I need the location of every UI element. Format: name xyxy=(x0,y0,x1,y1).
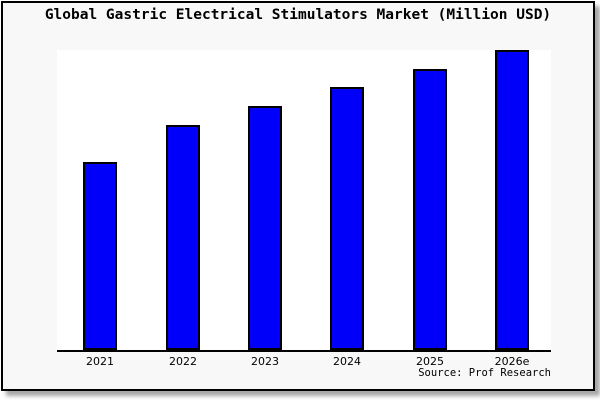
plot-area xyxy=(57,50,551,352)
bar-2025 xyxy=(413,69,447,350)
x-tick-label-2025: 2025 xyxy=(416,355,444,368)
bar-2023 xyxy=(248,106,282,350)
source-label: Source: Prof Research xyxy=(418,367,551,379)
bar-2022 xyxy=(166,125,200,350)
x-axis-ticks: 2021 2022 2023 2024 2025 2026e xyxy=(57,355,551,369)
x-tick-label-2022: 2022 xyxy=(169,355,197,368)
bar-2021 xyxy=(83,162,117,350)
x-tick-label-2021: 2021 xyxy=(86,355,114,368)
chart-title: Global Gastric Electrical Stimulators Ma… xyxy=(44,7,552,23)
x-tick-label-2024: 2024 xyxy=(333,355,361,368)
bar-2026e xyxy=(495,50,529,350)
x-tick-label-2023: 2023 xyxy=(251,355,279,368)
x-tick-label-2026e: 2026e xyxy=(494,355,530,368)
bar-2024 xyxy=(330,87,364,350)
